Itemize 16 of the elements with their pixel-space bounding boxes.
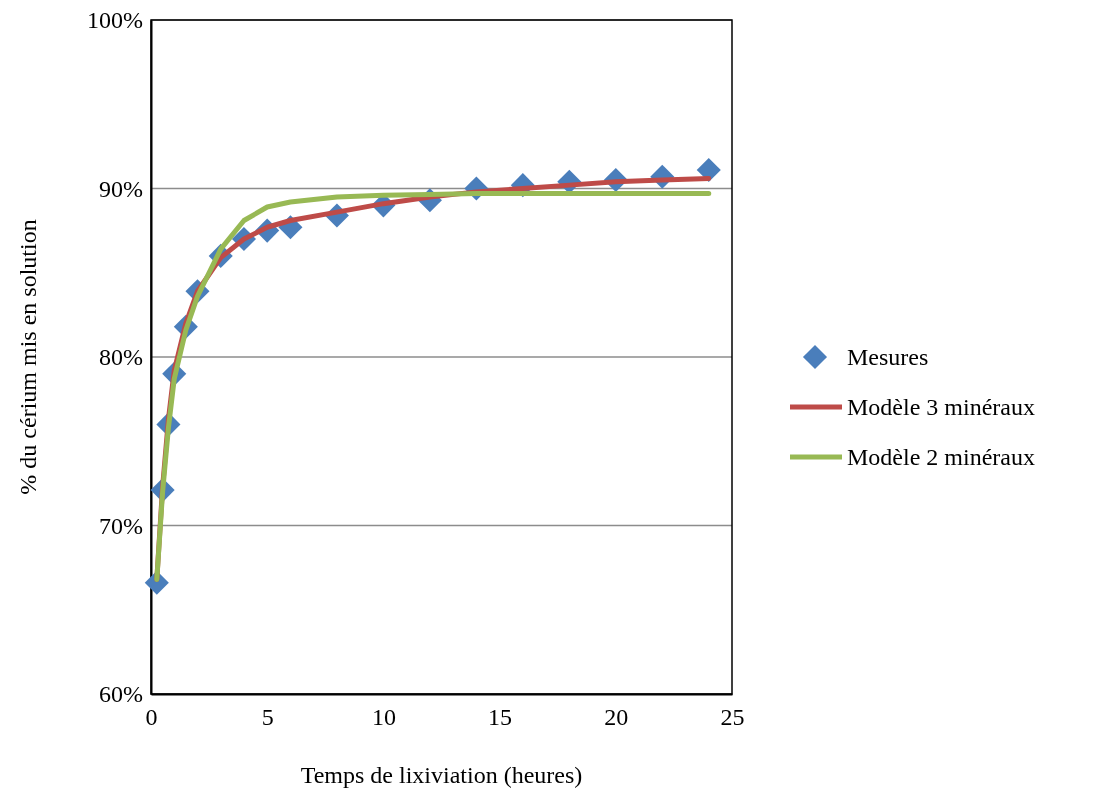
y-tick-label: 60% bbox=[99, 681, 143, 708]
y-tick-label: 70% bbox=[99, 512, 143, 539]
y-tick-label: 90% bbox=[99, 175, 143, 202]
y-tick-label: 80% bbox=[99, 344, 143, 371]
x-tick-label: 5 bbox=[261, 704, 274, 731]
legend-label: Modèle 3 minéraux bbox=[847, 394, 1035, 420]
legend-label: Modèle 2 minéraux bbox=[847, 444, 1035, 470]
x-tick-label: 20 bbox=[604, 704, 629, 731]
x-tick-label: 25 bbox=[720, 704, 745, 731]
x-tick-label: 0 bbox=[145, 704, 158, 731]
x-tick-label: 15 bbox=[488, 704, 513, 731]
x-tick-label: 10 bbox=[371, 704, 396, 731]
y-axis-title: % du cérium mis en solution bbox=[15, 219, 41, 495]
y-tick-label: 100% bbox=[87, 7, 143, 34]
legend-label: Mesures bbox=[847, 344, 929, 370]
x-axis-title: Temps de lixiviation (heures) bbox=[300, 762, 583, 788]
